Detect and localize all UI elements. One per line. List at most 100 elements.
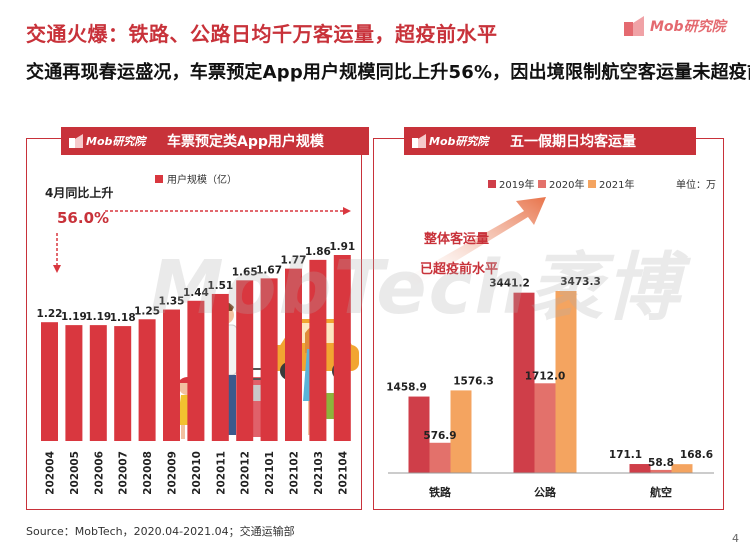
bar-202005 [65,325,83,441]
data-label-航空-2019年: 171.1 [609,449,642,461]
annotation-line-1: 整体客运量 [423,231,489,247]
data-label-202011: 1.51 [207,280,233,292]
bar-202011 [211,293,229,441]
bar-公路-2021年 [555,291,577,473]
ribbon-logo: Mob研究院 [61,133,157,149]
bar-202008 [138,319,156,441]
page-title: 交通火爆：铁路、公路日均千万客运量，超疫前水平 [26,22,498,46]
app-users-x-ticks: 202004 202005 202006 202007 202008 202009 2020… [45,451,350,495]
bar-202012 [236,280,254,441]
data-label-202008: 1.25 [134,305,160,317]
ribbon-logo: Mob研究院 [404,133,500,149]
data-label-202007: 1.18 [110,312,136,324]
bar-航空-2020年 [650,469,672,473]
app-users-chart-title: 车票预定类App用户规模 [167,134,324,150]
yoy-arrow-right-head [343,207,351,215]
legend-swatch-2020 [538,180,546,188]
bar-202004 [41,322,58,441]
may-day-bars [408,291,693,473]
mob-logo-icon [69,134,84,148]
may-day-data-labels: 1458.9 576.9 1576.3 3441.2 1712.0 3473.3 171.1… [386,276,713,469]
x-tick-铁路: 铁路 [429,485,452,499]
data-label-202103: 1.86 [305,246,331,258]
x-tick-202008: 202008 [142,451,154,495]
mob-logo-icon [624,16,646,36]
may-day-legend: 2019年 2020年 2021年 [488,178,634,191]
x-tick-202101: 202101 [264,451,276,495]
ribbon-logo-text: Mob研究院 [429,135,489,148]
x-tick-202005: 202005 [69,451,81,495]
mob-logo-icon [412,134,427,148]
bar-202007 [114,326,132,441]
yoy-annotation-label: 4月同比上升 [45,185,113,200]
legend-swatch-2019 [488,180,496,188]
x-tick-202010: 202010 [191,451,203,495]
x-tick-202006: 202006 [93,451,105,495]
legend-swatch-2021 [588,180,596,188]
data-label-公路-2020年: 1712.0 [525,370,566,382]
x-tick-202103: 202103 [313,451,325,495]
data-label-公路-2019年: 3441.2 [489,278,530,290]
data-label-202009: 1.35 [159,296,185,308]
mob-logo: Mob研究院 [624,16,726,36]
x-tick-202102: 202102 [289,451,301,495]
bar-铁路-2019年 [408,396,430,473]
may-day-panel: Mob研究院 五一假期日均客运量 2019年 2020年 2021年 单位：万 … [373,127,724,510]
legend-label-2021: 2021年 [599,178,634,191]
legend-label-2020: 2020年 [549,178,584,191]
app-users-ribbon: Mob研究院 车票预定类App用户规模 [61,127,369,155]
data-label-202005: 1.19 [61,311,87,323]
x-tick-202011: 202011 [215,451,227,495]
x-tick-202012: 202012 [240,451,252,495]
x-tick-202009: 202009 [167,451,179,495]
app-users-chart: 1.221.191.191.181.251.351.441.511.651.67… [37,173,359,495]
legend-label-user-scale: 用户规模（亿） [167,173,237,186]
yoy-annotation-value: 56.0% [57,209,109,227]
may-day-ribbon: Mob研究院 五一假期日均客运量 [404,127,696,155]
data-label-公路-2021年: 3473.3 [560,276,601,288]
bar-202010 [187,300,205,441]
x-tick-公路: 公路 [534,485,557,499]
legend-label-2019: 2019年 [499,178,534,191]
bar-航空-2019年 [629,464,651,473]
app-users-panel: Mob研究院 车票预定类App用户规模 [26,127,369,510]
data-label-202101: 1.67 [256,264,282,276]
data-label-铁路-2020年: 576.9 [423,430,456,442]
data-label-202104: 1.91 [329,241,355,253]
annotation-line-2: 已超疫前水平 [420,261,498,277]
data-label-202102: 1.77 [281,255,307,267]
data-label-202006: 1.19 [85,311,111,323]
bar-202101 [260,278,278,441]
bar-铁路-2020年 [429,442,451,473]
page-subtitle: 交通再现春运盛况，车票预定App用户规模同比上升56%，因出境限制航空客运量未超… [26,62,750,83]
unit-label: 单位：万 [676,178,716,191]
x-tick-航空: 航空 [650,485,672,499]
x-tick-202007: 202007 [118,451,130,495]
may-day-chart-title: 五一假期日均客运量 [510,134,636,150]
data-label-202012: 1.65 [232,266,258,278]
app-users-data-labels: 1.221.191.191.181.251.351.441.511.651.67… [37,241,356,324]
data-label-铁路-2019年: 1458.9 [386,382,427,394]
x-tick-202004: 202004 [45,451,57,495]
bar-202006 [89,325,107,441]
legend-swatch-user-scale [155,175,163,183]
bar-公路-2019年 [513,292,535,473]
data-label-航空-2020年: 58.8 [648,457,674,469]
growth-arrow-icon [404,197,546,289]
may-day-chart: 2019年 2020年 2021年 单位：万 整体客运量 已超疫前水平 1458… [386,178,716,499]
source-note: Source：MobTech，2020.04-2021.04；交通运输部 [26,525,295,538]
data-label-航空-2021年: 168.6 [680,449,713,461]
app-users-bars [41,255,351,441]
bar-202103 [309,259,327,441]
data-label-202010: 1.44 [183,287,209,299]
bar-202102 [285,268,302,441]
x-tick-202104: 202104 [337,451,349,495]
data-label-202004: 1.22 [37,308,63,320]
data-label-铁路-2021年: 1576.3 [453,375,494,387]
bar-铁路-2021年 [450,390,472,473]
bar-航空-2021年 [671,464,693,473]
bar-公路-2020年 [534,383,556,473]
bar-202009 [163,309,180,441]
ribbon-logo-text: Mob研究院 [86,135,146,148]
may-day-x-ticks: 铁路 公路 航空 [429,485,672,499]
